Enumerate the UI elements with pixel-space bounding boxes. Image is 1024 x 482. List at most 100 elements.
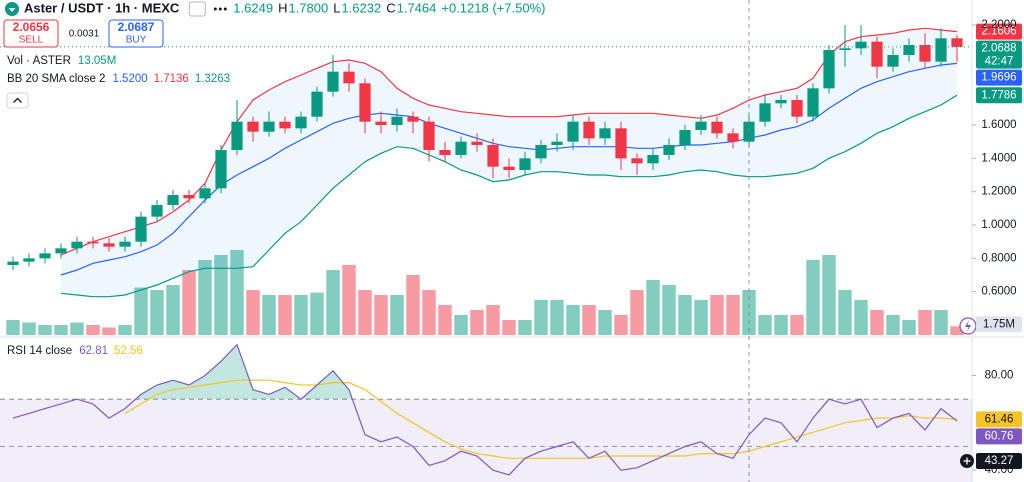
- candle-body: [599, 128, 611, 139]
- candle-body: [55, 248, 67, 254]
- volume-bar: [454, 315, 468, 335]
- legend-text: 1.3263: [195, 73, 230, 85]
- candle-body: [951, 38, 963, 47]
- candle-body: [823, 50, 835, 89]
- visibility-button[interactable]: [188, 1, 206, 17]
- y-tick-label: 0.8000: [981, 252, 1016, 264]
- spread: 0.0031: [69, 29, 100, 40]
- candle-body: [439, 150, 451, 155]
- volume-bar: [38, 325, 52, 335]
- last-price-badge-label: 2.0688: [981, 43, 1016, 55]
- volume-bar: [150, 290, 164, 335]
- candle-body: [295, 116, 307, 129]
- legend-text: 13.05M: [78, 55, 116, 67]
- add-icon-mark: [963, 457, 971, 465]
- legend-text: 1.5200: [112, 73, 147, 85]
- rsi-pane: [0, 343, 972, 482]
- candle-body: [199, 188, 211, 199]
- legend-text: BB 20 SMA close 2: [7, 73, 105, 85]
- legend-text: RSI 14 close: [7, 345, 72, 357]
- cursor-badge-label: 43.27: [985, 455, 1014, 467]
- volume-bar: [566, 305, 580, 335]
- collapse-button[interactable]: [6, 92, 29, 109]
- legend-text: L: [333, 0, 340, 15]
- candle-body: [87, 241, 99, 244]
- volume-bar: [934, 310, 948, 335]
- candle-body: [663, 145, 675, 155]
- volume-bar: [294, 295, 308, 335]
- volume-bar: [118, 325, 132, 335]
- volume-bar: [422, 290, 436, 335]
- bb-badge: [976, 69, 1022, 86]
- volume-bar: [22, 322, 36, 335]
- volume-bar: [870, 310, 884, 335]
- volume-bar: [630, 290, 644, 335]
- candle-body: [455, 141, 467, 155]
- legend-text: H: [278, 0, 287, 15]
- volume-bar: [662, 285, 676, 335]
- legend-text: 1.7800: [288, 0, 328, 15]
- legend-text: 62.81: [79, 345, 108, 357]
- legend-text: 1.6232: [341, 0, 381, 15]
- candle-body: [343, 71, 355, 84]
- volume-bar: [886, 315, 900, 335]
- volume-bar: [262, 295, 276, 335]
- candle-body: [679, 130, 691, 145]
- overbought-fill: [135, 344, 353, 400]
- volume-bar: [166, 285, 180, 335]
- last-price-badge: [976, 40, 1022, 69]
- candle-body: [183, 195, 195, 199]
- candle-body: [391, 116, 403, 125]
- volume-bar: [534, 300, 548, 335]
- y-tick-label: 0.6000: [981, 286, 1016, 298]
- volume-bar: [518, 320, 532, 335]
- volume-bar: [614, 315, 628, 335]
- sell-button[interactable]: [3, 19, 59, 48]
- candle-body: [7, 261, 19, 265]
- y-tick-label: 1.2000: [981, 186, 1016, 198]
- y-tick-label: 1.6000: [981, 119, 1016, 131]
- candle-body: [471, 141, 483, 145]
- candle-body: [631, 158, 643, 164]
- candle-body: [359, 83, 371, 122]
- candle-body: [375, 121, 387, 125]
- alert-bolt: [965, 320, 971, 332]
- bb-line: [60, 94, 958, 298]
- buy-price: 2.0687: [118, 20, 155, 34]
- volume-bar: [230, 250, 244, 335]
- candle-body: [775, 100, 787, 104]
- bb-badge-label: 1.7786: [981, 89, 1016, 101]
- candle-body: [407, 116, 419, 122]
- buy-button[interactable]: [108, 19, 164, 48]
- rsi-line: [124, 379, 958, 459]
- candle-body: [727, 133, 739, 142]
- bb-badge-label: 1.9696: [981, 72, 1016, 84]
- volume-bar: [214, 255, 228, 335]
- volume-bar: [6, 320, 20, 335]
- volume-bar: [102, 327, 116, 335]
- symbol-icon-mark: [8, 8, 16, 12]
- candle-body: [583, 121, 595, 139]
- candle-body: [855, 41, 867, 49]
- candle-body: [695, 121, 707, 130]
- candle-body: [503, 166, 515, 170]
- volume-badge: [976, 316, 1022, 333]
- volume-bar: [246, 290, 260, 335]
- candle-body: [23, 258, 35, 262]
- volume-bar: [598, 310, 612, 335]
- candle-body: [887, 55, 899, 67]
- candle-body: [311, 91, 323, 117]
- y-tick-label: 1.0000: [981, 219, 1016, 231]
- candle-body: [791, 100, 803, 117]
- volume-bar: [470, 310, 484, 335]
- legend-text: Aster / USDT · 1h · MEXC: [24, 0, 180, 15]
- volume-bar: [918, 310, 932, 335]
- volume-bar: [822, 255, 836, 335]
- volume-bar: [390, 295, 404, 335]
- rsi-badge-label: 60.76: [985, 430, 1014, 442]
- candle-body: [119, 241, 131, 247]
- rsi-band: [0, 399, 972, 482]
- volume-bar: [902, 320, 916, 335]
- candle-body: [615, 128, 627, 159]
